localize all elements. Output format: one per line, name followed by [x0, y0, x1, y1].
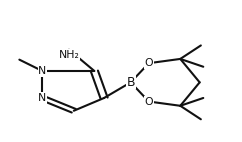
- Text: N: N: [38, 66, 46, 76]
- Text: B: B: [126, 76, 135, 89]
- Text: O: O: [144, 58, 153, 68]
- Text: N: N: [38, 93, 46, 103]
- Text: NH₂: NH₂: [59, 50, 79, 60]
- Text: O: O: [144, 97, 153, 106]
